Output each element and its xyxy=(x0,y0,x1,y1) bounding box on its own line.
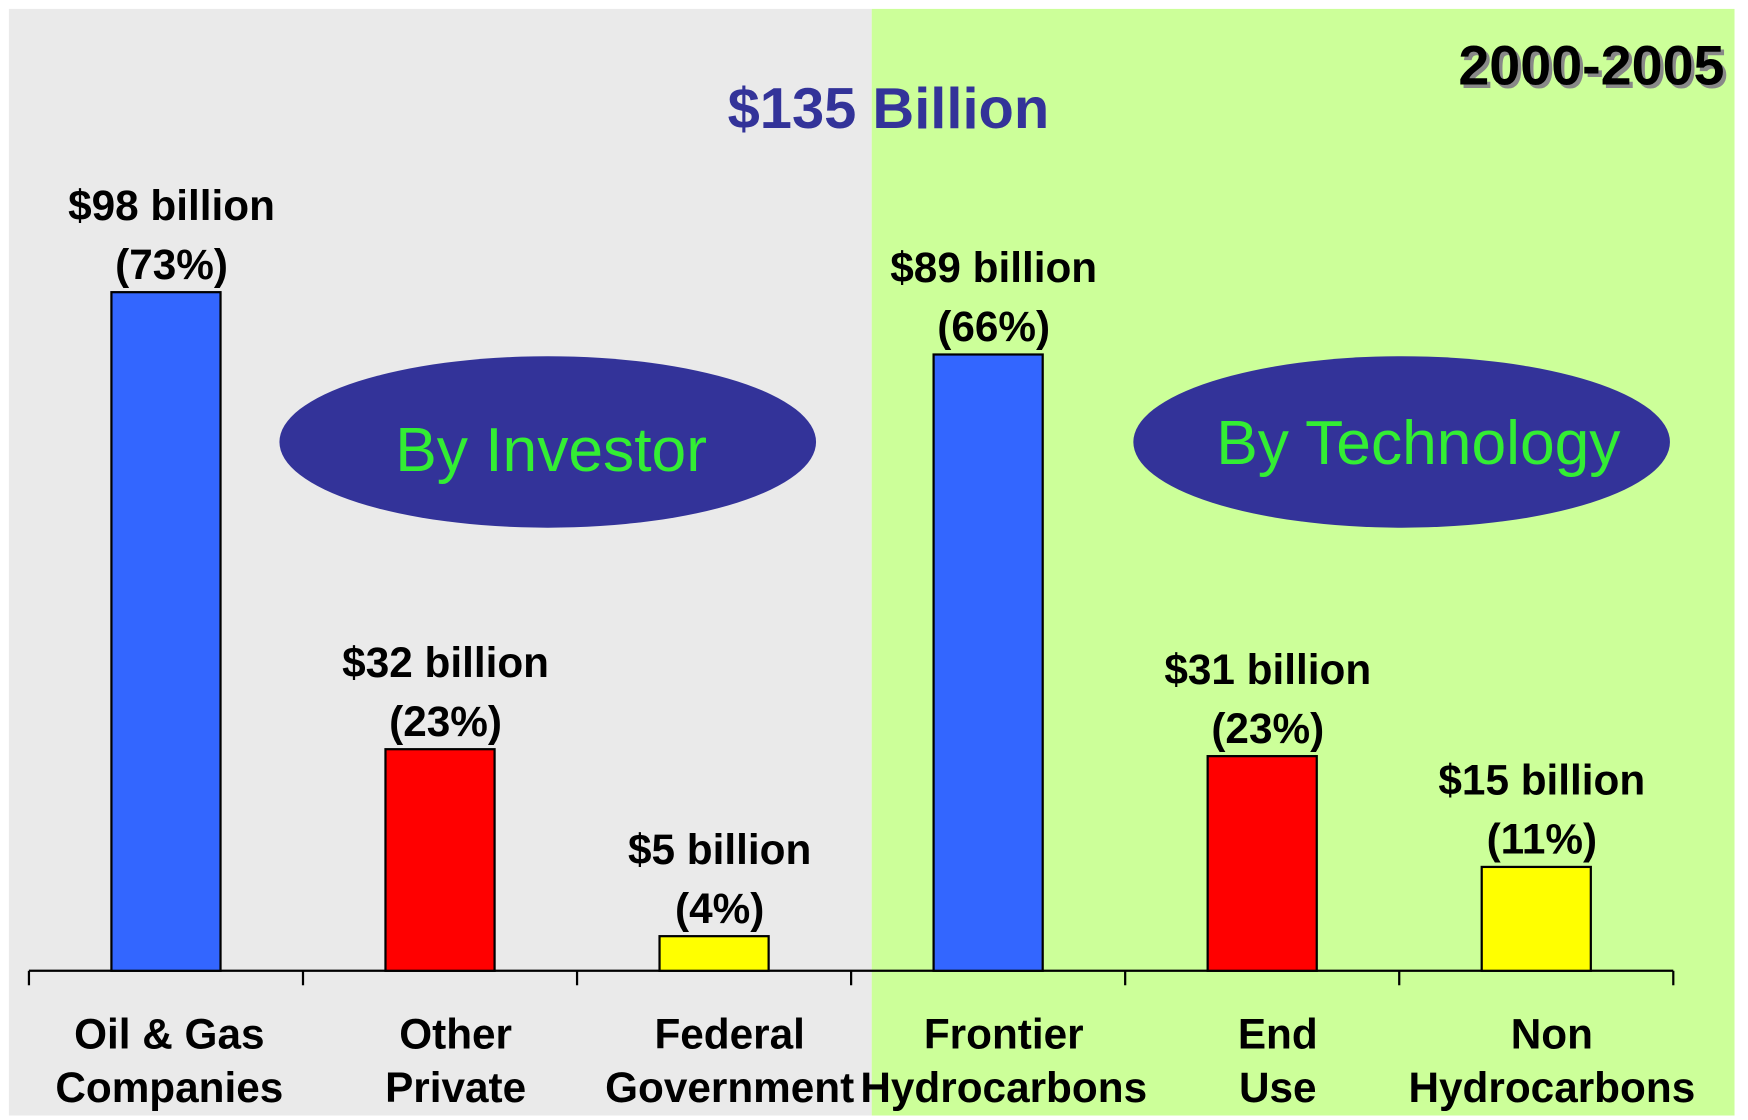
share-label: (11%) xyxy=(1487,816,1598,863)
bar xyxy=(384,748,496,972)
x-tick-label: Oil & Gas xyxy=(74,1011,264,1058)
group-label: By Technology xyxy=(1216,409,1621,478)
chart-title: $135 Billion xyxy=(728,77,1050,141)
x-tick-label: Use xyxy=(1239,1064,1317,1111)
group-badge xyxy=(1133,356,1670,528)
bar xyxy=(658,935,770,972)
x-tick-label: Hydrocarbons xyxy=(860,1064,1147,1111)
share-label: (4%) xyxy=(675,885,764,932)
x-tick-label: Other xyxy=(399,1011,512,1058)
share-label: (23%) xyxy=(389,698,502,745)
bar xyxy=(110,291,222,972)
x-tick-label: Federal xyxy=(654,1011,804,1058)
x-tick-label: Government xyxy=(605,1064,854,1111)
period: 2000-2005 xyxy=(1458,35,1724,97)
bar xyxy=(932,353,1044,972)
x-tick-label: Private xyxy=(385,1064,526,1111)
x-tick-label: End xyxy=(1238,1011,1318,1058)
value-label: $31 billion xyxy=(1164,646,1371,693)
group-label: By Investor xyxy=(395,416,707,485)
share-label: (23%) xyxy=(1211,705,1324,752)
share-label: (66%) xyxy=(937,303,1050,350)
period-shadow: 2000-2005 xyxy=(1462,38,1728,100)
x-tick-label: Non xyxy=(1511,1011,1593,1058)
value-label: $5 billion xyxy=(628,826,811,873)
share-label: (73%) xyxy=(115,241,228,288)
bar xyxy=(1206,755,1318,972)
bar xyxy=(1480,865,1592,972)
value-label: $15 billion xyxy=(1438,757,1645,804)
value-label: $32 billion xyxy=(342,639,549,686)
group-badge xyxy=(279,356,817,528)
value-label: $89 billion xyxy=(890,244,1097,291)
x-tick-label: Frontier xyxy=(924,1011,1084,1058)
x-tick-label: Companies xyxy=(55,1064,283,1111)
value-label: $98 billion xyxy=(68,182,275,229)
x-tick-label: Hydrocarbons xyxy=(1408,1064,1695,1111)
